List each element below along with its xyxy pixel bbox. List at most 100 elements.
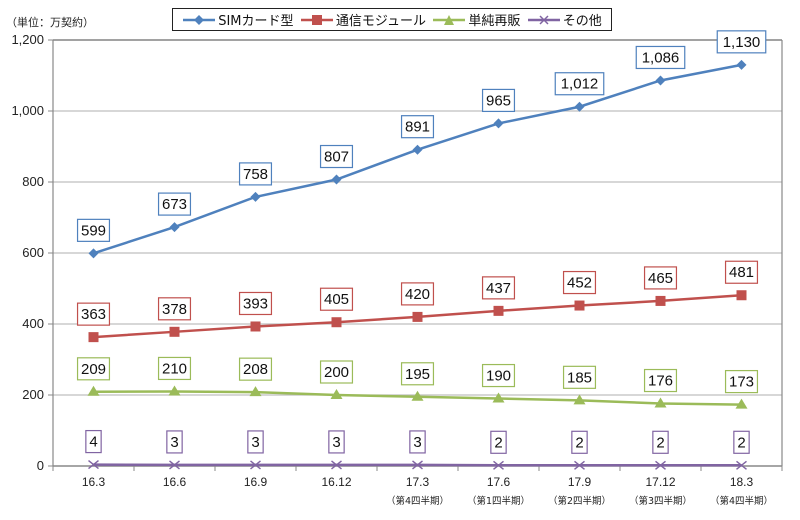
data-label-box <box>554 72 605 96</box>
x-tick-label: 17.12 <box>645 475 675 489</box>
legend-label: SIMカード型 <box>218 14 294 29</box>
series-3: 4 3 3 3 3 2 2 2 2 <box>85 429 750 470</box>
data-label: 363 <box>81 306 106 323</box>
data-point-stroke <box>574 460 585 470</box>
data-label-box <box>76 357 111 381</box>
data-label-box <box>409 430 426 454</box>
data-point <box>654 397 667 408</box>
x-tick-label: 17.6 <box>487 475 511 489</box>
data-label-box <box>166 430 183 454</box>
data-point <box>331 460 342 470</box>
data-label-box <box>328 430 345 454</box>
data-point <box>736 460 747 470</box>
legend-item-sim-card: SIMカード型 <box>182 10 294 29</box>
y-tick-label: 200 <box>22 387 44 402</box>
legend-label: 単純再販 <box>468 14 521 29</box>
data-point <box>736 59 747 70</box>
data-label-box <box>319 360 354 384</box>
x-tick-label: 16.3 <box>82 475 106 489</box>
data-label-box <box>716 30 767 54</box>
data-label-box <box>76 218 111 242</box>
data-label-box <box>733 430 750 454</box>
data-point <box>574 300 585 311</box>
chart-legend: SIMカード型 通信モジュール 単純再販 その他 <box>172 8 612 31</box>
data-label: 378 <box>162 301 187 318</box>
x-tick-sublabel: （第4四半期） <box>386 495 449 507</box>
data-point <box>493 460 504 470</box>
data-label: 599 <box>81 222 106 239</box>
data-label: 2 <box>737 434 745 451</box>
x-tick-label: 16.9 <box>244 475 268 489</box>
legend-label: その他 <box>562 14 602 29</box>
data-label-box <box>490 430 507 454</box>
data-point <box>493 305 504 316</box>
legend-marker-triangle-icon <box>433 14 466 25</box>
data-label: 807 <box>324 149 349 166</box>
data-label: 3 <box>251 434 259 451</box>
data-point <box>169 222 180 233</box>
data-point <box>87 385 100 396</box>
data-label: 185 <box>567 369 592 386</box>
x-tick-label: 16.12 <box>321 475 351 489</box>
data-point <box>88 460 99 470</box>
data-point <box>573 394 586 405</box>
y-tick-label: 1,000 <box>11 103 44 118</box>
data-point <box>735 398 748 409</box>
series-line <box>93 63 742 255</box>
data-label-box <box>85 429 102 454</box>
data-label: 176 <box>648 373 673 390</box>
data-label-box <box>652 430 669 454</box>
x-tick-sublabel: （第3四半期） <box>629 495 692 507</box>
data-point <box>493 118 504 129</box>
legend-item-module: 通信モジュール <box>300 10 426 29</box>
data-label: 420 <box>405 286 430 303</box>
data-label: 190 <box>486 368 511 385</box>
legend-item-resale: 単純再販 <box>432 10 520 29</box>
data-label-box <box>481 276 516 300</box>
data-point <box>250 191 261 202</box>
data-label: 673 <box>162 196 187 213</box>
legend-label: 通信モジュール <box>335 14 426 29</box>
data-point-stroke <box>331 460 342 470</box>
data-label: 437 <box>486 280 511 297</box>
data-point <box>492 392 505 403</box>
data-point <box>169 460 180 470</box>
data-point <box>249 386 262 397</box>
data-label: 208 <box>243 361 268 378</box>
data-label-box <box>319 144 354 169</box>
series-1: 363 378 393 405 420 437 452 465 481 <box>76 260 759 343</box>
data-point-stroke <box>493 460 504 470</box>
data-point <box>250 321 261 332</box>
data-point <box>250 460 261 470</box>
x-tick-sublabel: （第2四半期） <box>548 495 611 507</box>
data-point <box>655 295 666 306</box>
data-point <box>412 460 423 470</box>
data-label: 1,130 <box>723 34 761 51</box>
data-point <box>412 311 423 322</box>
data-label: 2 <box>575 434 583 451</box>
data-point-stroke <box>412 460 423 470</box>
data-label: 891 <box>405 119 430 136</box>
data-point <box>168 385 181 396</box>
data-label: 965 <box>486 92 511 109</box>
data-label-box <box>157 192 192 216</box>
y-tick-label: 400 <box>22 316 44 331</box>
data-point-stroke <box>88 460 99 470</box>
data-label-box <box>643 368 678 393</box>
data-point-stroke <box>169 460 180 470</box>
data-point <box>88 332 99 343</box>
series-2: 209 210 208 200 195 190 185 176 173 <box>76 356 759 409</box>
data-label-box <box>157 356 192 381</box>
data-label-box <box>319 287 354 311</box>
data-label-box <box>238 291 273 316</box>
data-label-box <box>724 369 759 394</box>
data-point <box>412 144 423 155</box>
data-label-box <box>643 266 678 290</box>
data-point <box>655 75 666 86</box>
legend-item-other: その他 <box>527 10 602 29</box>
unit-label: （単位：万契約） <box>6 16 94 29</box>
data-label-box <box>481 88 516 113</box>
data-point <box>330 389 343 399</box>
data-point <box>169 326 180 337</box>
